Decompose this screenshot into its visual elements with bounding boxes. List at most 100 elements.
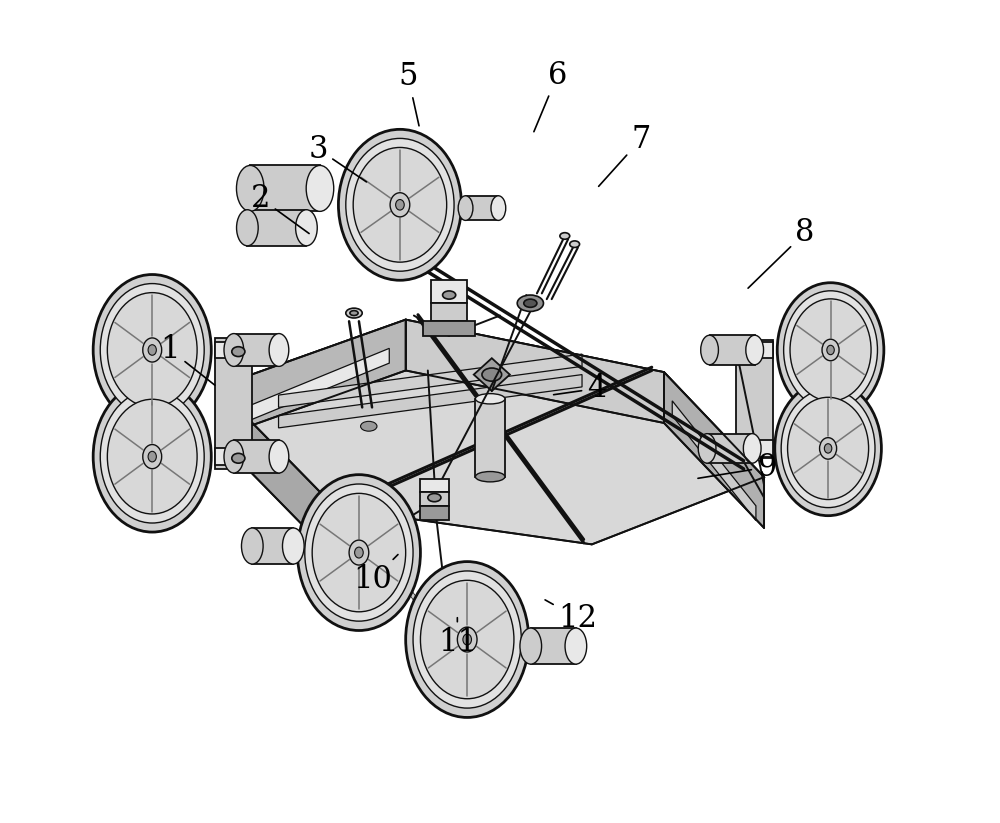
Ellipse shape [107,293,197,407]
Polygon shape [420,492,449,506]
Text: 8: 8 [748,217,815,288]
Polygon shape [431,281,467,303]
Text: 12: 12 [545,600,597,634]
Polygon shape [672,401,756,521]
Polygon shape [279,354,582,407]
Ellipse shape [107,399,197,514]
Ellipse shape [297,475,420,630]
Ellipse shape [463,634,471,645]
Ellipse shape [143,338,162,362]
Ellipse shape [148,451,156,462]
Ellipse shape [390,193,410,217]
Ellipse shape [457,627,477,652]
Ellipse shape [743,434,761,463]
Ellipse shape [524,299,537,307]
Ellipse shape [346,308,362,318]
Polygon shape [664,372,764,528]
Ellipse shape [824,444,832,453]
Polygon shape [724,440,773,457]
Polygon shape [406,319,664,423]
Ellipse shape [413,571,521,708]
Polygon shape [466,196,498,221]
Ellipse shape [777,283,884,417]
Polygon shape [215,337,252,469]
Ellipse shape [827,346,834,355]
Ellipse shape [269,333,289,366]
Ellipse shape [350,310,358,315]
Ellipse shape [775,381,881,516]
Text: 4: 4 [554,373,606,404]
Text: 7: 7 [599,123,651,186]
Text: 11: 11 [438,618,477,658]
Polygon shape [215,449,265,465]
Text: 9: 9 [698,452,776,483]
Ellipse shape [148,345,156,356]
Polygon shape [279,374,582,428]
Text: 5: 5 [398,62,419,126]
Ellipse shape [788,398,869,500]
Text: 6: 6 [534,60,567,132]
Ellipse shape [822,339,839,360]
Ellipse shape [232,453,245,463]
Ellipse shape [458,196,473,221]
Ellipse shape [241,528,263,564]
Ellipse shape [406,561,529,718]
Polygon shape [531,628,576,664]
Ellipse shape [282,528,304,564]
Ellipse shape [100,284,204,416]
Polygon shape [710,335,755,365]
Ellipse shape [560,233,570,239]
Polygon shape [215,342,265,358]
Ellipse shape [570,241,580,248]
Polygon shape [707,434,752,463]
Ellipse shape [224,440,244,473]
Polygon shape [217,319,764,544]
Ellipse shape [93,275,211,425]
Polygon shape [420,479,449,492]
Polygon shape [423,321,475,336]
Text: 1: 1 [161,334,215,385]
Ellipse shape [698,434,716,463]
Ellipse shape [784,291,877,409]
Text: 2: 2 [251,183,309,234]
Ellipse shape [93,381,211,532]
Polygon shape [250,165,320,212]
Ellipse shape [475,393,505,404]
Polygon shape [234,440,279,473]
Ellipse shape [520,628,542,664]
Polygon shape [217,387,336,559]
Ellipse shape [100,390,204,523]
Ellipse shape [396,199,404,210]
Polygon shape [225,348,389,430]
Polygon shape [252,528,293,564]
Ellipse shape [420,580,514,699]
Ellipse shape [296,210,317,246]
Ellipse shape [428,494,441,502]
Ellipse shape [224,333,244,366]
Ellipse shape [361,421,377,431]
Ellipse shape [443,291,456,299]
Ellipse shape [701,335,718,365]
Polygon shape [475,399,505,477]
Ellipse shape [236,165,264,212]
Ellipse shape [349,540,369,565]
Polygon shape [736,340,773,458]
Polygon shape [234,333,279,366]
Ellipse shape [269,440,289,473]
Polygon shape [217,319,406,438]
Ellipse shape [790,299,871,401]
Ellipse shape [237,210,258,246]
Ellipse shape [143,444,162,468]
Ellipse shape [312,493,406,611]
Polygon shape [431,303,467,321]
Polygon shape [247,210,306,246]
Ellipse shape [820,438,837,459]
Ellipse shape [781,389,875,508]
Text: 10: 10 [353,555,398,595]
Ellipse shape [482,368,502,381]
Ellipse shape [305,484,413,621]
Ellipse shape [746,335,764,365]
Ellipse shape [353,147,447,263]
Ellipse shape [475,472,505,482]
Ellipse shape [517,295,543,311]
